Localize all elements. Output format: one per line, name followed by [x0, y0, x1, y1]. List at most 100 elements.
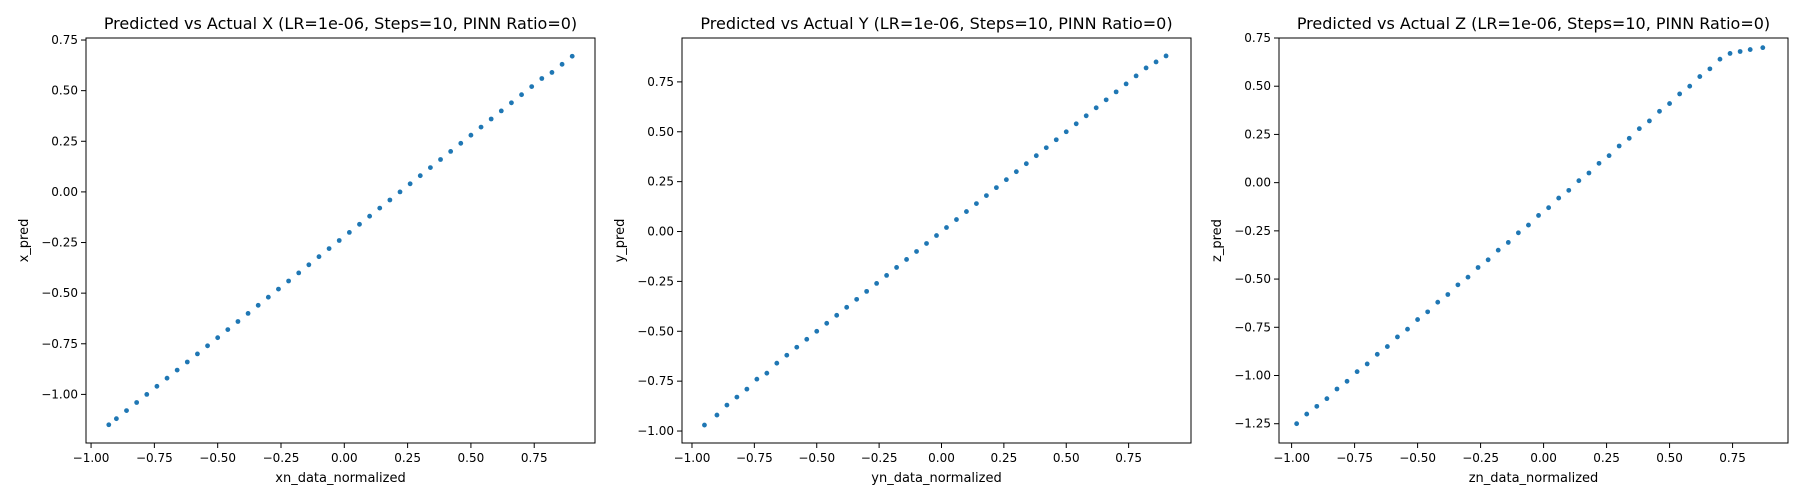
data-point — [549, 70, 555, 75]
y-tick-label: 0.75 — [1244, 31, 1271, 45]
data-point — [1707, 66, 1713, 72]
data-point — [1364, 361, 1370, 367]
data-point — [357, 221, 362, 227]
data-point — [1596, 160, 1602, 166]
data-point — [195, 351, 200, 357]
data-point — [134, 400, 140, 405]
data-point — [154, 383, 160, 389]
data-point — [1063, 129, 1069, 135]
data-point — [539, 76, 545, 81]
data-point — [1737, 49, 1743, 54]
data-point — [569, 53, 575, 59]
data-point — [1133, 73, 1139, 79]
data-point — [1023, 161, 1029, 167]
data-point — [1495, 247, 1501, 253]
data-point — [1083, 113, 1089, 119]
x-tick-label: 0.50 — [1656, 451, 1683, 465]
data-point — [764, 370, 770, 376]
chart-title: Predicted vs Actual X (LR=1e-06, Steps=1… — [104, 14, 577, 33]
data-point — [1606, 153, 1612, 159]
data-point — [255, 302, 261, 308]
data-point — [448, 149, 454, 154]
x-tick-label: 0.75 — [1115, 451, 1142, 465]
plot-area — [1278, 37, 1789, 444]
data-point — [754, 376, 760, 382]
data-point — [1657, 108, 1662, 114]
x-tick-label: −0.75 — [136, 451, 173, 465]
data-point — [1536, 213, 1541, 218]
data-point — [1515, 230, 1521, 236]
data-point — [884, 273, 889, 278]
plot-area — [681, 37, 1192, 444]
data-point — [924, 241, 929, 246]
x-tick-label: 0.25 — [991, 451, 1018, 465]
data-point — [478, 124, 484, 130]
data-point — [1687, 83, 1693, 89]
data-point — [1384, 344, 1390, 349]
data-point — [1143, 65, 1149, 71]
data-point — [276, 286, 281, 292]
data-point — [934, 233, 939, 238]
y-axis-label: y_pred — [613, 219, 628, 263]
data-point — [954, 217, 959, 222]
data-point — [784, 352, 790, 358]
data-point — [509, 100, 514, 106]
data-point — [113, 416, 119, 422]
y-tick-label: −1.00 — [1234, 369, 1271, 383]
data-point — [1526, 222, 1531, 228]
data-point — [205, 343, 210, 349]
x-tick-label: −0.50 — [1399, 451, 1436, 465]
data-point — [1727, 51, 1733, 56]
data-point — [1586, 170, 1592, 176]
data-point — [794, 344, 800, 350]
x-tick-label: −1.00 — [1273, 451, 1310, 465]
data-point — [1334, 386, 1340, 392]
y-tick-label: −0.50 — [1234, 272, 1271, 286]
y-tick-label: 0.75 — [647, 75, 674, 89]
data-point — [1747, 47, 1753, 52]
data-point — [834, 312, 840, 318]
data-point — [1113, 89, 1119, 95]
data-point — [1435, 299, 1441, 305]
data-point — [225, 327, 231, 332]
x-tick-label: −1.00 — [73, 451, 110, 465]
data-point — [1445, 292, 1451, 297]
data-point — [1556, 195, 1562, 201]
data-point — [1073, 121, 1079, 127]
data-point — [854, 296, 860, 302]
x-tick-label: 0.50 — [458, 451, 485, 465]
x-tick-label: 0.00 — [928, 451, 955, 465]
data-point — [874, 280, 880, 286]
data-point — [1395, 334, 1400, 340]
y-tick-label: 0.50 — [51, 84, 78, 98]
y-axis-label: z_pred — [1210, 219, 1225, 262]
data-point — [894, 265, 899, 270]
data-point — [1354, 369, 1360, 375]
data-point — [1505, 240, 1511, 245]
data-point — [1033, 153, 1039, 159]
x-tick-label: −0.25 — [1462, 451, 1499, 465]
data-point — [184, 359, 190, 365]
y-tick-label: −1.00 — [637, 424, 674, 438]
data-point — [1003, 177, 1009, 183]
y-tick-label: −0.50 — [637, 324, 674, 338]
x-tick-label: 0.25 — [394, 451, 421, 465]
data-point — [215, 335, 221, 341]
y-tick-label: −0.25 — [41, 236, 78, 250]
data-point — [1465, 274, 1471, 280]
x-tick-label: −0.75 — [736, 451, 773, 465]
x-axis-label: yn_data_normalized — [871, 471, 1001, 486]
y-tick-label: −0.25 — [1234, 224, 1271, 238]
data-point — [316, 254, 322, 260]
data-point — [397, 189, 403, 195]
y-tick-label: −1.00 — [41, 387, 78, 401]
y-tick-label: −1.25 — [1234, 417, 1271, 431]
x-axis-label: zn_data_normalized — [1469, 471, 1599, 486]
data-point — [844, 304, 850, 310]
data-point — [1546, 205, 1552, 211]
x-tick-label: −0.25 — [861, 451, 898, 465]
data-point — [1636, 126, 1642, 132]
data-point — [944, 225, 949, 230]
data-point — [1717, 56, 1723, 62]
